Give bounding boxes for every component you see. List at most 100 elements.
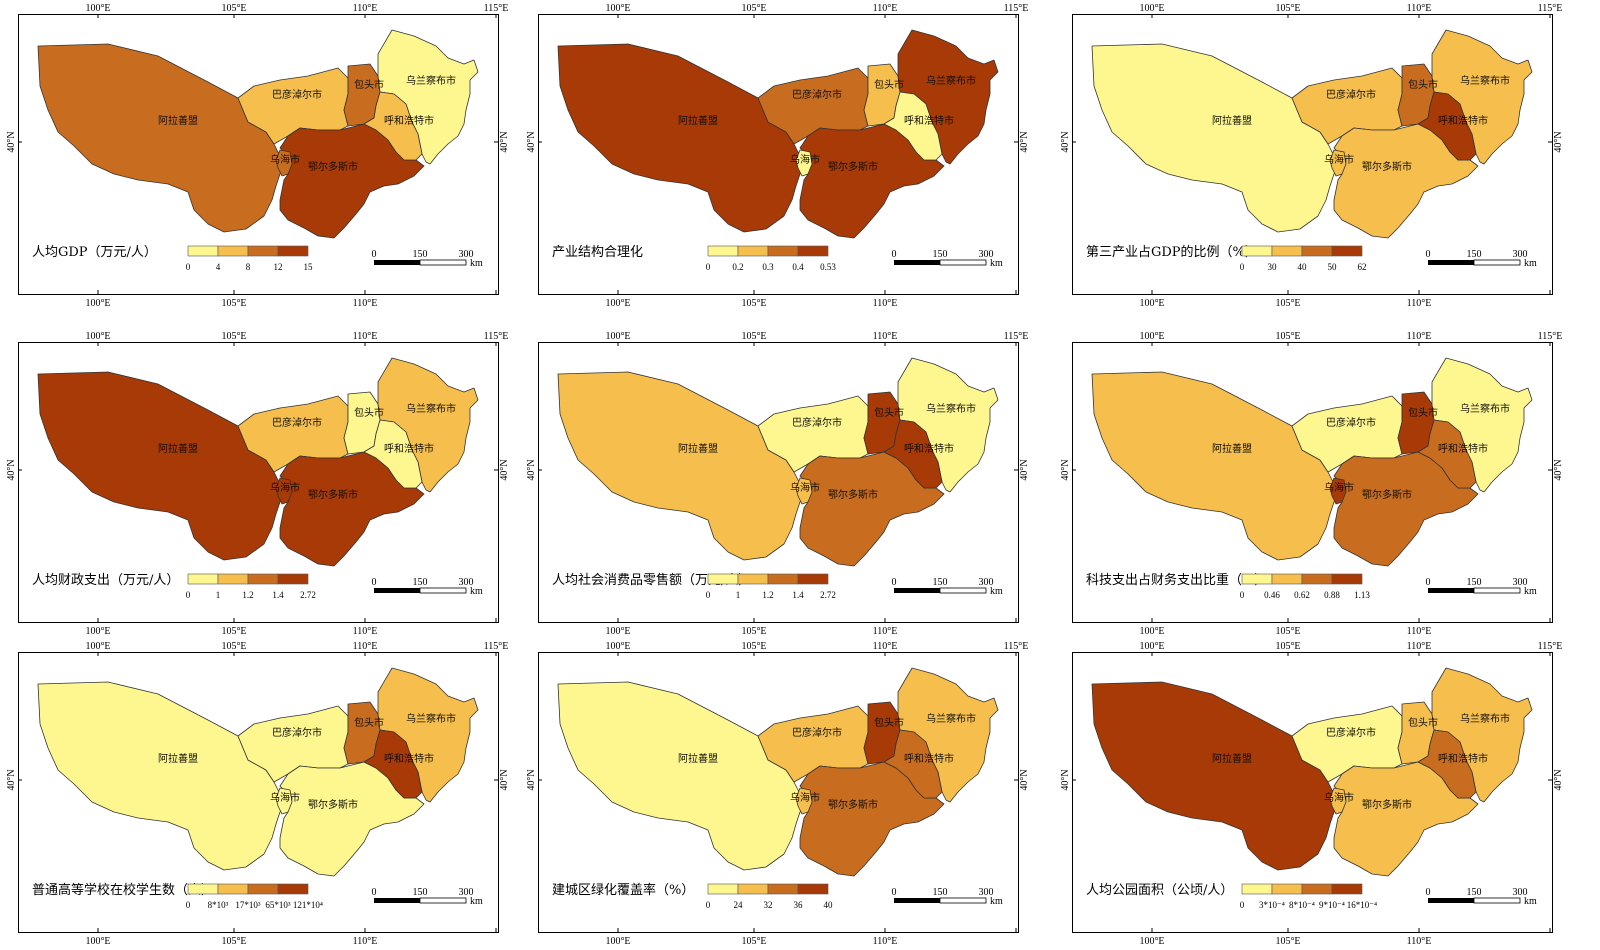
legend-break: 0 — [186, 590, 191, 600]
region-label-ulanqab: 乌兰察布市 — [406, 74, 456, 87]
region-hohhot — [1417, 91, 1477, 161]
scale-bar-black — [894, 898, 940, 903]
lon-label: 110°E — [873, 331, 898, 342]
legend-swatch — [1331, 883, 1363, 895]
legend-break: 1.13 — [1354, 590, 1370, 600]
legend-break: 2.72 — [300, 590, 316, 600]
region-label-ordos: 鄂尔多斯市 — [308, 160, 358, 173]
lat-label: 40°N — [1060, 131, 1071, 152]
map-panel: 100°E 100°E 105°E 105°E 110°E 110°E 115°E 40°N 4… — [1058, 330, 1578, 640]
map-svg: 100°E 100°E 105°E 105°E 110°E 110°E 115°E 40°N 4… — [6, 641, 510, 947]
legend-break: 3*10⁻⁴ — [1259, 900, 1285, 910]
region-hohhot — [883, 419, 943, 489]
lon-label: 105°E — [221, 626, 246, 637]
lon-label: 110°E — [873, 298, 898, 309]
legend-swatch — [737, 245, 769, 257]
legend-break: 0 — [1240, 900, 1245, 910]
scale-tick: 0 — [372, 249, 377, 260]
map-panel: 100°E 100°E 105°E 105°E 110°E 110°E 115°E 40°N 4… — [524, 2, 1044, 312]
lon-label: 110°E — [1407, 3, 1432, 14]
lon-label: 100°E — [1139, 298, 1164, 309]
lon-label: 100°E — [85, 641, 110, 652]
legend-swatch — [217, 883, 249, 895]
map-title: 人均社会消费品零售额（万元/人） — [552, 572, 751, 588]
legend-swatch — [1271, 245, 1303, 257]
legend-swatch — [1301, 245, 1333, 257]
scale-bar-black — [894, 260, 940, 265]
legend-swatch — [217, 245, 249, 257]
map-svg: 100°E 100°E 105°E 105°E 110°E 110°E 115°E 40°N 4… — [526, 331, 1030, 637]
region-hohhot — [883, 729, 943, 799]
scale-tick: 150 — [1467, 249, 1482, 260]
legend-swatch — [797, 883, 829, 895]
scale-tick: 0 — [1426, 249, 1431, 260]
lon-label: 110°E — [1407, 641, 1432, 652]
map-title: 产业结构合理化 — [552, 245, 643, 260]
region-label-bayannur: 巴彦淖尔市 — [792, 726, 842, 739]
scale-bar-white — [1473, 897, 1521, 904]
legend-swatch — [767, 573, 799, 585]
map-panel: 100°E 100°E 105°E 105°E 110°E 110°E 115°E 40°N 4… — [1058, 2, 1578, 312]
region-label-alashan: 阿拉善盟 — [158, 114, 198, 127]
legend-break: 1.2 — [242, 590, 253, 600]
region-label-ordos: 鄂尔多斯市 — [308, 488, 358, 501]
region-label-wuhai: 乌海市 — [270, 153, 300, 166]
lon-label: 110°E — [353, 936, 378, 947]
lon-label: 110°E — [353, 3, 378, 14]
legend-break: 0 — [186, 900, 191, 910]
lon-label: 105°E — [221, 3, 246, 14]
legend-swatch — [277, 883, 309, 895]
lon-label: 105°E — [221, 298, 246, 309]
map-panel: 100°E 100°E 105°E 105°E 110°E 110°E 115°E 40°N 4… — [4, 330, 524, 640]
scale-tick: 300 — [459, 887, 474, 898]
lon-label: 100°E — [1139, 3, 1164, 14]
lon-label: 105°E — [741, 936, 766, 947]
legend-swatch — [187, 883, 219, 895]
legend-swatch — [737, 573, 769, 585]
scale-tick: 0 — [892, 249, 897, 260]
map-panel: 100°E 100°E 105°E 105°E 110°E 110°E 115°E 40°N 4… — [4, 2, 524, 312]
lon-label: 110°E — [1407, 626, 1432, 637]
scale-bar-black — [374, 588, 420, 593]
region-label-baotou: 包头市 — [874, 406, 904, 419]
region-label-baotou: 包头市 — [874, 716, 904, 729]
scale-tick: 300 — [1513, 577, 1528, 588]
legend-swatch — [767, 245, 799, 257]
lon-label: 110°E — [1407, 298, 1432, 309]
lon-label: 100°E — [1139, 331, 1164, 342]
map-svg: 100°E 100°E 105°E 105°E 110°E 110°E 115°E 40°N 4… — [1060, 641, 1564, 947]
region-label-bayannur: 巴彦淖尔市 — [1326, 726, 1376, 739]
region-label-ordos: 鄂尔多斯市 — [828, 160, 878, 173]
region-label-ulanqab: 乌兰察布市 — [926, 402, 976, 415]
region-label-ulanqab: 乌兰察布市 — [406, 712, 456, 725]
region-wuhai — [1329, 149, 1347, 177]
region-label-baotou: 包头市 — [1408, 716, 1438, 729]
lon-label: 100°E — [605, 331, 630, 342]
region-wuhai — [795, 149, 813, 177]
lon-label: 110°E — [353, 626, 378, 637]
legend-swatch — [1331, 245, 1363, 257]
lon-label: 115°E — [1538, 331, 1563, 342]
lon-label: 110°E — [873, 936, 898, 947]
map-svg: 100°E 100°E 105°E 105°E 110°E 110°E 115°E 40°N 4… — [526, 3, 1030, 309]
lat-label: 40°N — [1553, 131, 1564, 152]
lon-label: 105°E — [1275, 3, 1300, 14]
legend-break: 8*10³ — [208, 900, 229, 910]
scale-tick: 150 — [413, 249, 428, 260]
legend-swatch — [1301, 573, 1333, 585]
legend-break: 0 — [1240, 590, 1245, 600]
scale-bar-black — [894, 588, 940, 593]
map-svg: 100°E 100°E 105°E 105°E 110°E 110°E 115°E 40°N 4… — [6, 3, 510, 309]
lat-label: 40°N — [499, 459, 510, 480]
scale-unit: km — [990, 896, 1003, 907]
scale-tick: 300 — [1513, 887, 1528, 898]
lon-label: 100°E — [605, 626, 630, 637]
legend-swatch — [797, 245, 829, 257]
lat-label: 40°N — [499, 769, 510, 790]
region-label-hohhot: 呼和浩特市 — [384, 442, 434, 455]
legend-break: 9*10⁻⁴ — [1319, 900, 1345, 910]
scale-bar-white — [1473, 587, 1521, 594]
legend-break: 30 — [1268, 262, 1278, 272]
map-title: 人均GDP（万元/人） — [32, 245, 157, 260]
